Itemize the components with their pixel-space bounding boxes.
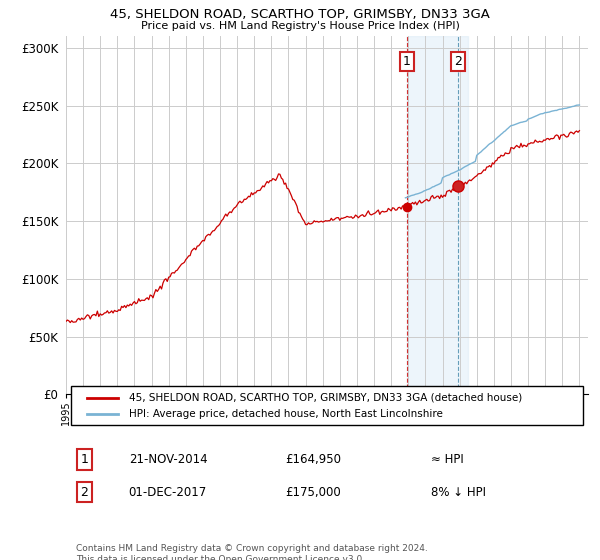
Bar xyxy=(407,36,468,394)
Text: 45, SHELDON ROAD, SCARTHO TOP, GRIMSBY, DN33 3GA: 45, SHELDON ROAD, SCARTHO TOP, GRIMSBY, … xyxy=(110,8,490,21)
Text: 1: 1 xyxy=(403,55,410,68)
Text: 8% ↓ HPI: 8% ↓ HPI xyxy=(431,486,487,498)
FancyBboxPatch shape xyxy=(71,386,583,426)
Text: 01-DEC-2017: 01-DEC-2017 xyxy=(128,486,207,498)
Text: 21-NOV-2014: 21-NOV-2014 xyxy=(128,453,207,466)
Text: £164,950: £164,950 xyxy=(285,453,341,466)
Text: HPI: Average price, detached house, North East Lincolnshire: HPI: Average price, detached house, Nort… xyxy=(128,409,443,419)
Text: 2: 2 xyxy=(80,486,88,498)
Text: Price paid vs. HM Land Registry's House Price Index (HPI): Price paid vs. HM Land Registry's House … xyxy=(140,21,460,31)
Text: 2: 2 xyxy=(454,55,462,68)
Text: ≈ HPI: ≈ HPI xyxy=(431,453,464,466)
Text: £175,000: £175,000 xyxy=(285,486,341,498)
Text: 1: 1 xyxy=(80,453,88,466)
Text: Contains HM Land Registry data © Crown copyright and database right 2024.
This d: Contains HM Land Registry data © Crown c… xyxy=(76,544,428,560)
Text: 45, SHELDON ROAD, SCARTHO TOP, GRIMSBY, DN33 3GA (detached house): 45, SHELDON ROAD, SCARTHO TOP, GRIMSBY, … xyxy=(128,393,522,403)
